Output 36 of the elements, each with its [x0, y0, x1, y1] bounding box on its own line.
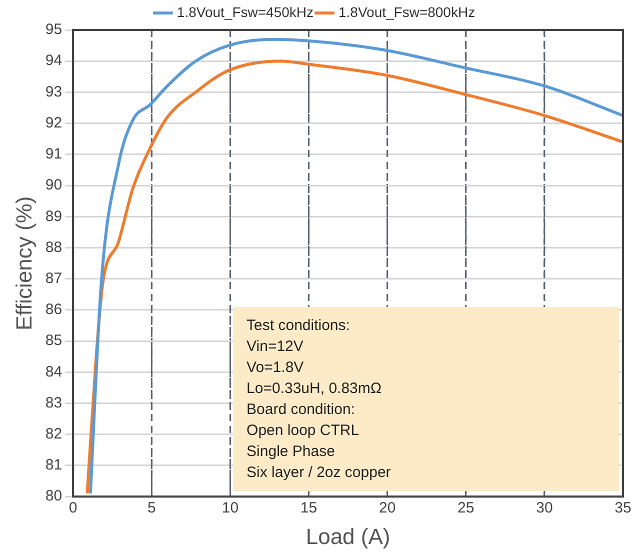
y-tick-label: 91	[45, 146, 62, 163]
y-tick-label: 95	[45, 21, 62, 38]
annotation: Six layer / 2oz copper	[246, 462, 392, 483]
y-tick-label: 89	[45, 208, 62, 225]
y-tick-label: 82	[45, 426, 62, 443]
y-tick-label: 88	[45, 238, 62, 256]
annotation: Lo=0.33uH, 0.83mΩ	[246, 378, 383, 399]
y-tick-label: 94	[45, 52, 62, 70]
y-tick-label: 85	[45, 332, 62, 350]
annotation: Test conditions:	[246, 316, 351, 336]
y-tick-label: 80	[45, 488, 62, 505]
legend-label: 1.8Vout_Fsw=450kHz	[176, 4, 314, 20]
annotation: Vin=12V	[246, 336, 304, 357]
y-tick-label: 86	[45, 301, 62, 318]
x-tick-label: 25	[458, 500, 474, 517]
x-axis-title: Load (A)	[306, 524, 390, 549]
x-tick-label: 10	[222, 500, 239, 517]
annotation: Board condition:	[246, 400, 356, 420]
legend-label: 1.8Vout_Fsw=800kHz	[338, 4, 476, 20]
x-tick-label: 20	[378, 500, 396, 517]
y-tick-label: 81	[45, 456, 62, 474]
y-tick-label: 90	[45, 176, 62, 194]
x-tick-label: 35	[614, 500, 632, 517]
y-tick-label: 93	[45, 83, 62, 100]
x-tick-label: 15	[300, 500, 318, 517]
annotation: Open loop CTRL	[246, 420, 360, 441]
y-tick-label: 83	[45, 394, 62, 412]
y-tick-label: 87	[45, 270, 62, 287]
y-tick-label: 92	[45, 114, 62, 132]
y-tick-label: 84	[45, 363, 62, 380]
annotation: Single Phase	[246, 442, 336, 462]
x-tick-label: 0	[68, 500, 78, 517]
y-axis-title: Efficiency (%)	[11, 196, 36, 330]
x-tick-label: 30	[536, 500, 553, 517]
x-tick-label: 5	[147, 500, 156, 517]
annotation: Vo=1.8V	[246, 358, 305, 378]
